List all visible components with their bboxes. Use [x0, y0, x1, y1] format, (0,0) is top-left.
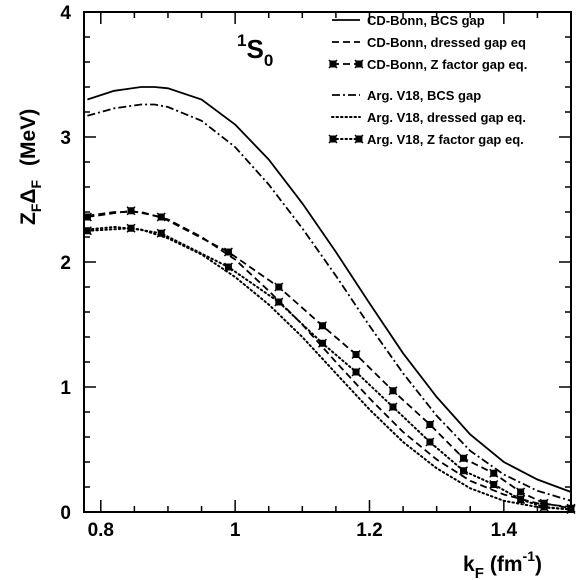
series-arg-v18-bcs-gap — [87, 103, 572, 502]
legend-label: CD-Bonn, BCS gap — [367, 13, 485, 28]
series-point — [274, 297, 284, 307]
svg-text:ZFΔF(MeV): ZFΔF(MeV) — [17, 109, 44, 225]
series-cd-bonn-dressed-gap-eq — [87, 211, 572, 508]
y-axis-label-zsub: F — [28, 203, 44, 212]
legend-entry-cd-bonn-dressed-gap-eq: CD-Bonn, dressed gap eq — [332, 35, 526, 50]
x-tick-label: 1 — [230, 520, 241, 541]
series-point — [351, 349, 361, 360]
legend-marker — [354, 59, 364, 69]
series-point — [317, 321, 327, 331]
series-point — [425, 437, 435, 447]
series-layer — [82, 86, 576, 515]
legend-entry-cd-bonn-z-factor-gap-eq: CD-Bonn, Z factor gap eq. — [328, 57, 527, 72]
legend-label: Arg. V18, Z factor gap eq. — [367, 132, 524, 147]
legend-entry-arg-v18-dressed-gap-eq: Arg. V18, dressed gap eq. — [331, 110, 526, 125]
legend-label: Arg. V18, BCS gap — [367, 88, 481, 103]
series-line-cd-bonn-bcs-gap — [87, 86, 572, 493]
series-cd-bonn-z-factor-gap-eq — [82, 206, 576, 513]
x-axis-unit-open: (fm — [490, 553, 523, 576]
legend-label: CD-Bonn, dressed gap eq — [367, 35, 526, 50]
series-point — [458, 466, 469, 476]
series-arg-v18-z-factor-gap-eq — [82, 223, 576, 515]
y-tick-label: 3 — [60, 128, 71, 149]
series-point — [516, 487, 526, 497]
x-axis-label-sub: F — [475, 565, 484, 580]
series-point — [388, 386, 398, 396]
x-tick-label: 1.4 — [491, 520, 518, 541]
y-tick-label: 0 — [60, 503, 71, 524]
annotation-main: S — [246, 34, 263, 64]
series-point — [458, 453, 469, 463]
x-axis-unit-sup: -1 — [523, 548, 536, 564]
series-point — [223, 247, 233, 257]
annotation-sub: 0 — [264, 51, 273, 70]
annotation-1s0: 1S0 — [237, 31, 273, 70]
legend-label: Arg. V18, dressed gap eq. — [367, 110, 526, 125]
series-line-cd-bonn-z-factor-gap-eq — [87, 209, 572, 510]
legend-marker — [328, 59, 338, 69]
series-point — [126, 206, 136, 216]
legend: CD-Bonn, BCS gap CD-Bonn, dressed gap eq C… — [328, 13, 527, 147]
x-tick-label: 0.8 — [88, 520, 114, 541]
series-point — [274, 282, 284, 292]
series-point — [516, 494, 526, 505]
y-tick-label: 2 — [60, 253, 71, 274]
legend-marker — [354, 134, 364, 144]
y-axis-label-z: Z — [17, 212, 40, 225]
series-point — [156, 228, 166, 238]
y-tick-label: 4 — [60, 3, 71, 24]
series-line-arg-v18-bcs-gap — [87, 103, 572, 502]
series-line-arg-v18-z-factor-gap-eq — [86, 227, 572, 511]
series-arg-v18-dressed-gap-eq — [86, 225, 572, 511]
y-axis-label-unit: (MeV) — [17, 109, 40, 166]
x-axis-label-main: k — [463, 553, 475, 576]
series-point — [489, 468, 499, 478]
x-axis-unit-close: ) — [535, 553, 542, 576]
annotation-sup: 1 — [237, 31, 246, 50]
series-point — [388, 402, 398, 412]
x-tick-label: 1.2 — [356, 520, 382, 541]
x-axis-label: kF (fm-1) — [463, 548, 542, 580]
y-axis-label-delta: Δ — [17, 189, 40, 204]
series-point — [351, 367, 361, 377]
series-line-arg-v18-dressed-gap-eq — [86, 225, 572, 511]
legend-marker — [328, 134, 338, 144]
legend-entry-cd-bonn-bcs-gap: CD-Bonn, BCS gap — [332, 13, 485, 28]
y-axis-label: ZFΔF(MeV) — [17, 109, 44, 225]
series-point — [539, 502, 549, 512]
legend-entry-arg-v18-z-factor-gap-eq: Arg. V18, Z factor gap eq. — [328, 132, 524, 147]
series-point — [223, 262, 233, 272]
legend-entry-arg-v18-bcs-gap: Arg. V18, BCS gap — [332, 88, 481, 103]
y-tick-label: 1 — [60, 378, 71, 399]
series-cd-bonn-bcs-gap — [87, 86, 572, 493]
series-line-cd-bonn-dressed-gap-eq — [87, 211, 572, 508]
series-point — [156, 212, 166, 222]
series-point — [126, 223, 136, 233]
legend-label: CD-Bonn, Z factor gap eq. — [367, 57, 527, 72]
y-axis-label-dsub: F — [28, 180, 44, 189]
series-point — [489, 479, 499, 490]
series-point — [317, 338, 327, 348]
series-point — [425, 419, 435, 430]
